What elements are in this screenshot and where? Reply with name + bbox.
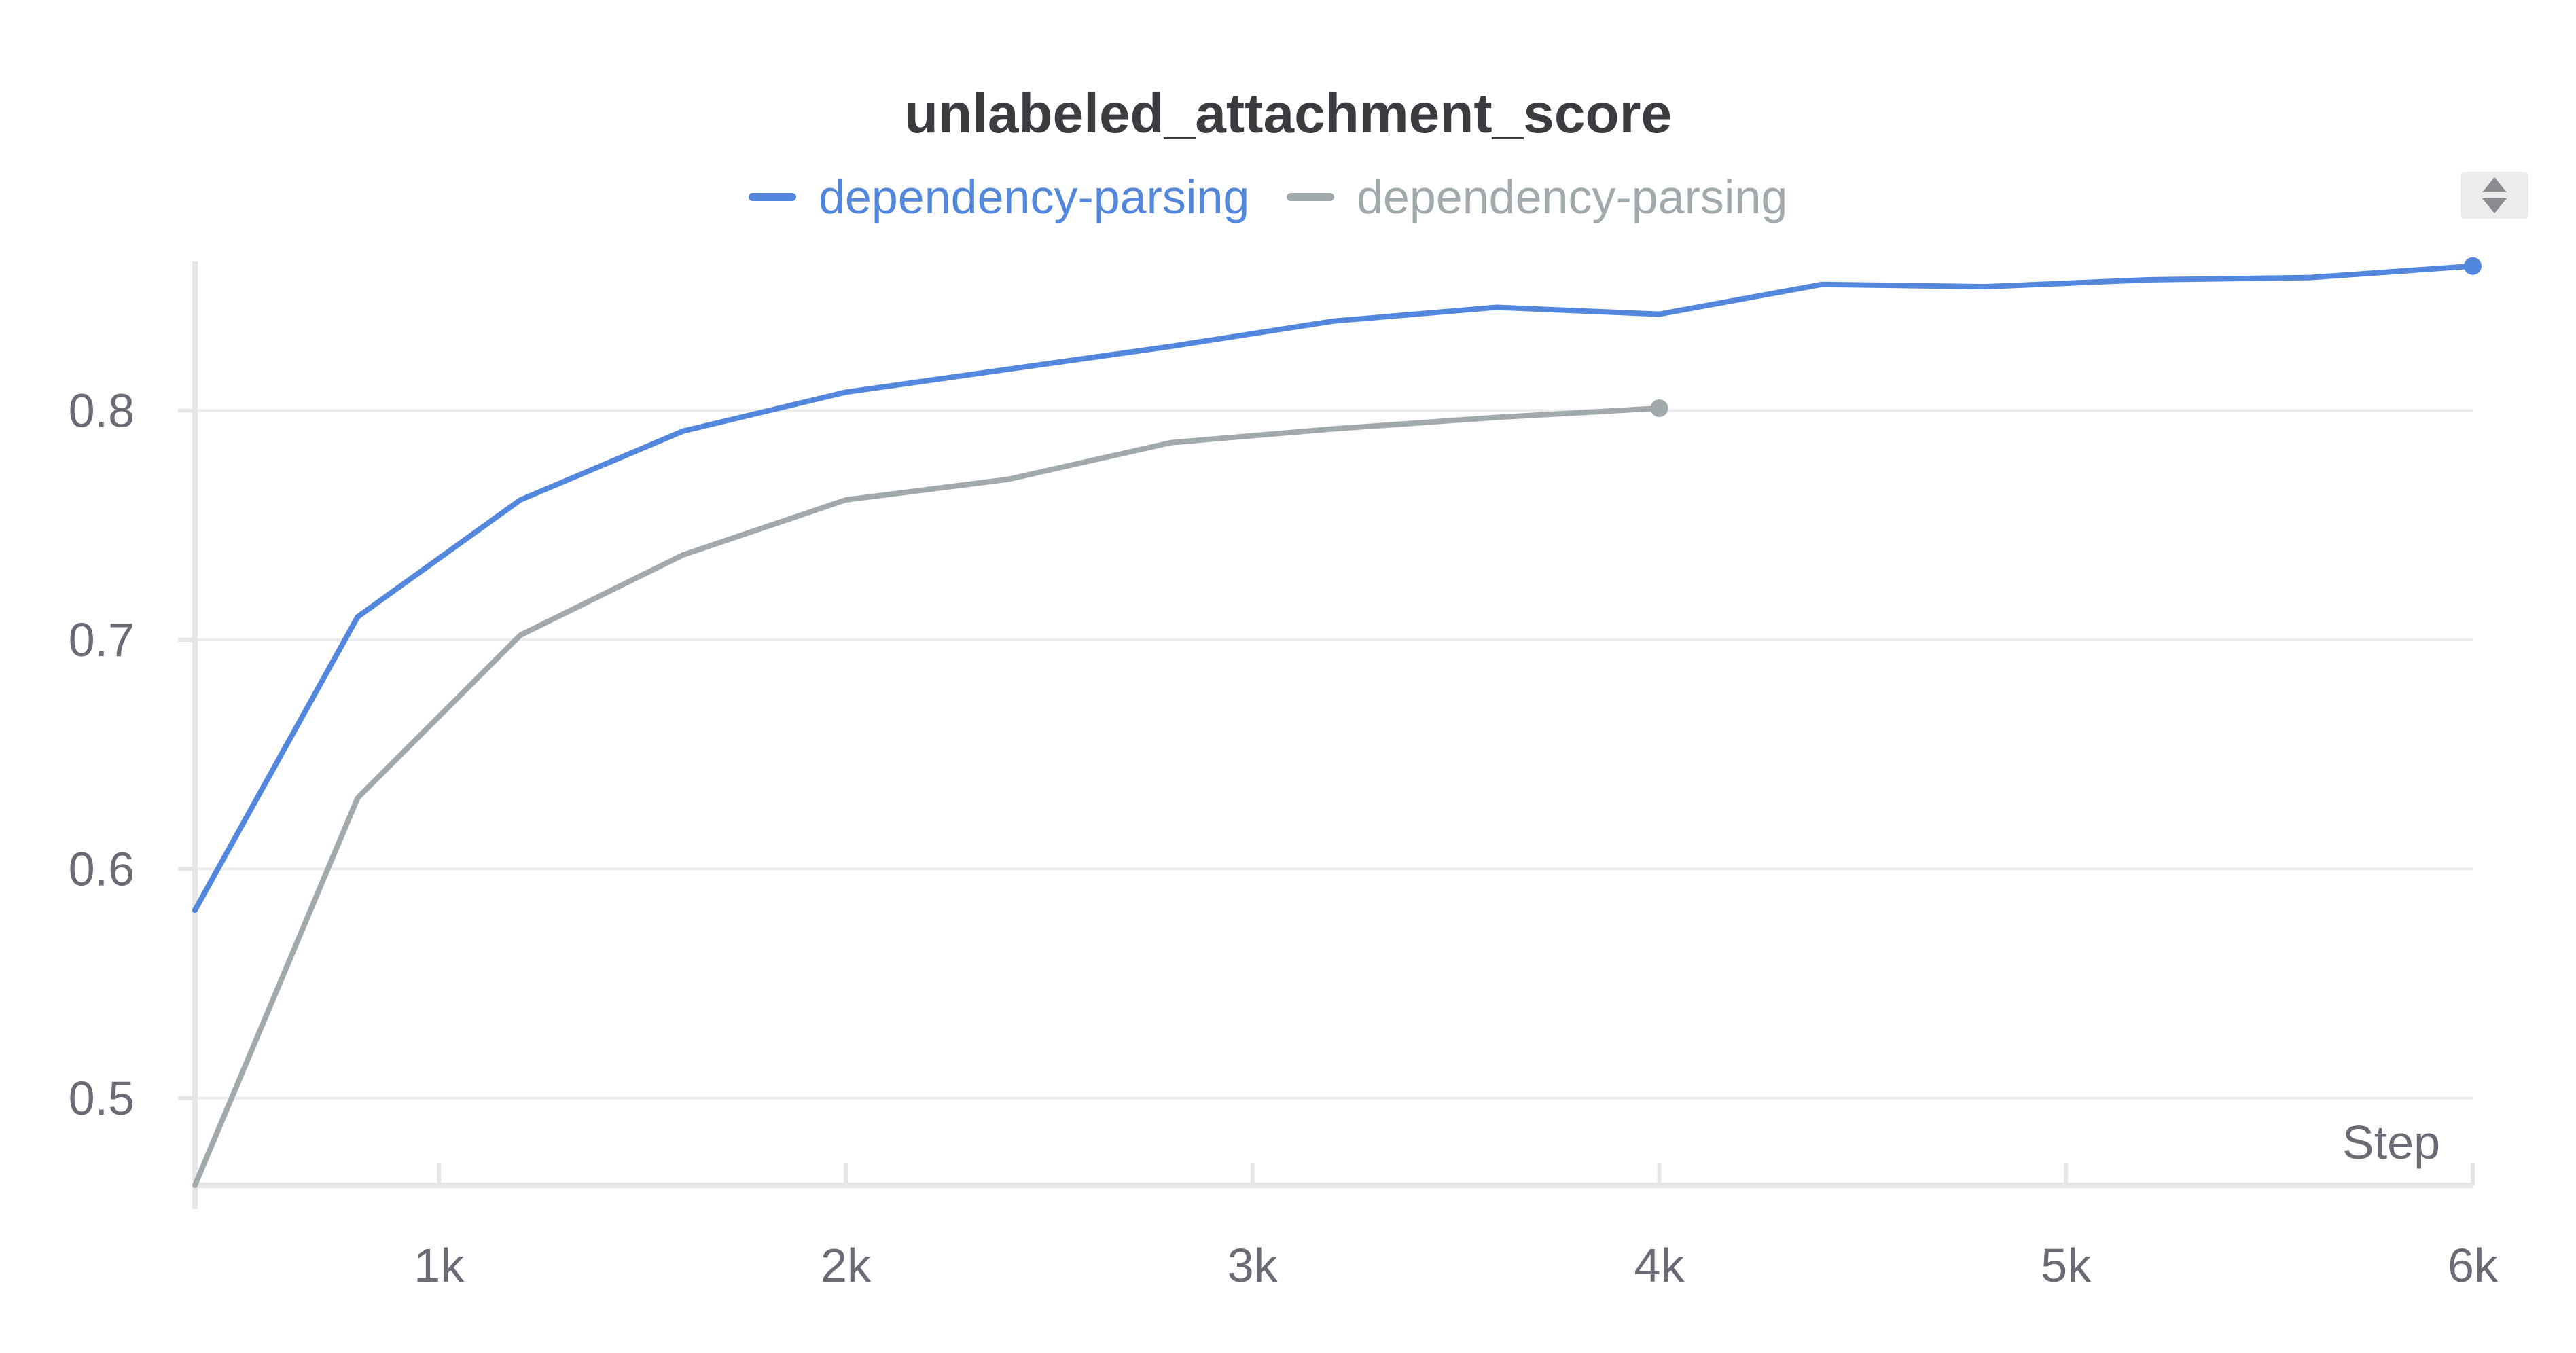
x-axis-ticks: 1k 2k 3k 4k 5k 6k — [414, 1163, 2499, 1292]
series-layer — [192, 257, 2482, 1188]
series-line-1[interactable] — [192, 263, 2475, 913]
series-line-2[interactable] — [192, 405, 1662, 1188]
y-tick-label: 0.6 — [69, 842, 135, 895]
series-1-end-point[interactable] — [2464, 257, 2482, 275]
x-tick-label: 5k — [2041, 1239, 2092, 1292]
grid-lines — [195, 409, 2473, 1100]
y-tick-label: 0.8 — [69, 384, 135, 437]
y-tick-label: 0.5 — [69, 1072, 135, 1125]
sort-control-background — [2461, 172, 2528, 219]
x-tick-label: 4k — [1634, 1239, 1685, 1292]
legend: dependency-parsing dependency-parsing — [749, 170, 1787, 223]
legend-sort-control[interactable] — [2461, 172, 2528, 219]
axes — [192, 261, 2473, 1209]
x-tick-label: 1k — [414, 1239, 465, 1292]
legend-item[interactable]: dependency-parsing — [749, 170, 1249, 223]
series-2-end-point[interactable] — [1650, 399, 1668, 417]
legend-label: dependency-parsing — [1357, 170, 1787, 223]
x-axis-label: Step — [2342, 1116, 2440, 1169]
legend-item[interactable]: dependency-parsing — [1287, 170, 1787, 223]
x-tick-label: 2k — [821, 1239, 872, 1292]
chart-title: unlabeled_attachment_score — [904, 83, 1672, 145]
x-tick-label: 3k — [1228, 1239, 1278, 1292]
x-tick-label: 6k — [2448, 1239, 2499, 1292]
y-tick-label: 0.7 — [69, 613, 135, 666]
legend-label: dependency-parsing — [819, 170, 1249, 223]
y-axis-ticks: 0.5 0.6 0.7 0.8 — [69, 384, 195, 1125]
sort-arrows-icon — [2482, 177, 2507, 213]
